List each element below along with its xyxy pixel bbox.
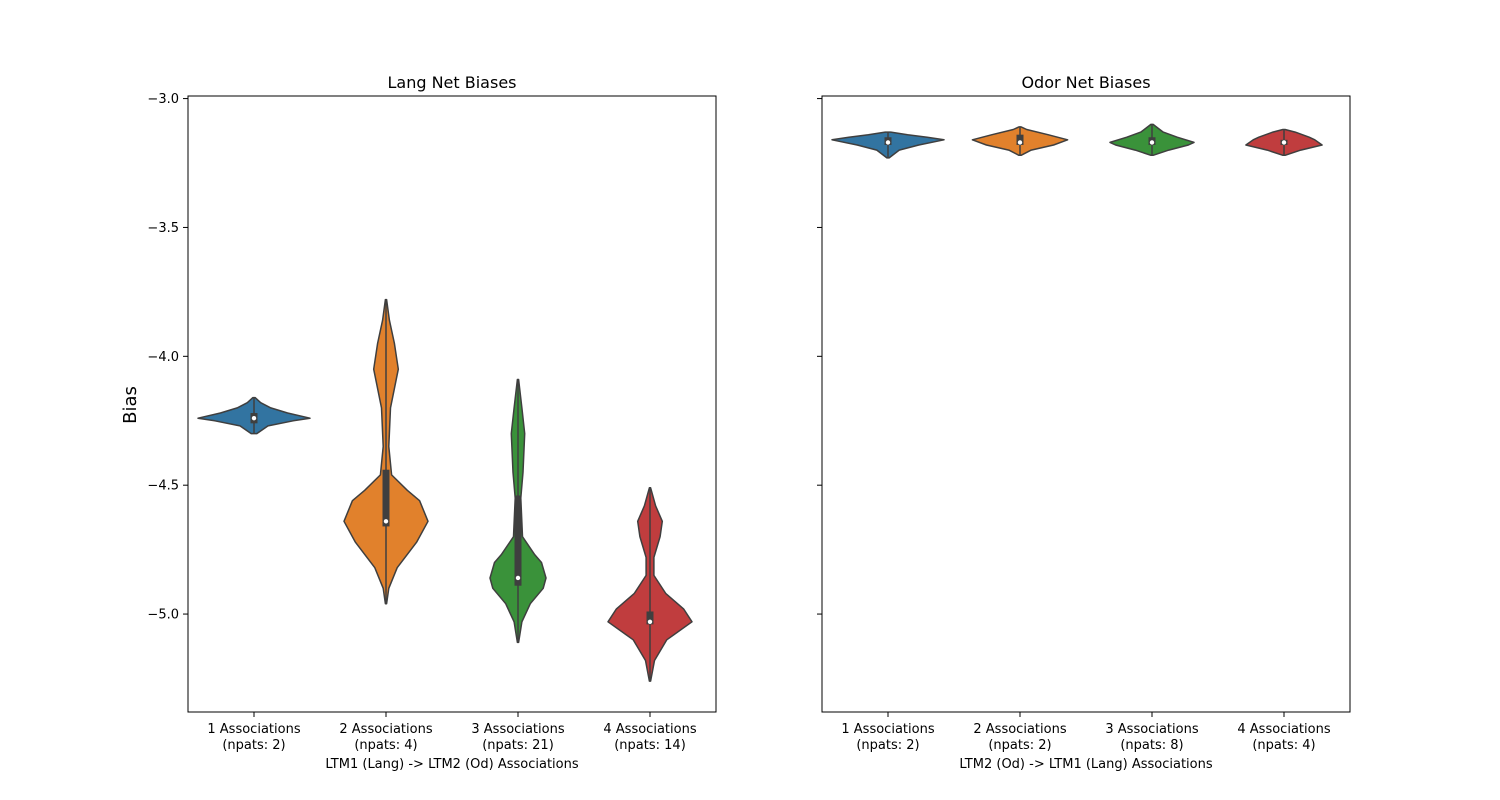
axes-frame	[821, 95, 1351, 713]
violin-iqr-box	[646, 611, 654, 625]
y-tick-label: −4.0	[147, 350, 179, 365]
x-tick-label-line: (npats: 2)	[988, 738, 1051, 753]
violin-median-dot	[1017, 140, 1023, 145]
x-axis-label: LTM1 (Lang) -> LTM2 (Od) Associations	[325, 757, 578, 772]
x-axis-label: LTM2 (Od) -> LTM1 (Lang) Associations	[959, 757, 1212, 772]
x-tick-label-line: (npats: 8)	[1120, 738, 1183, 753]
violin-median-dot	[647, 619, 653, 624]
x-tick-label-line: (npats: 14)	[614, 738, 686, 753]
odor-net-biases-panel: Odor Net Biases LTM2 (Od) -> LTM1 (Lang)…	[817, 73, 1351, 772]
x-tick-label-line: 1 Associations	[207, 722, 300, 737]
x-tick-label-line: 4 Associations	[1237, 722, 1330, 737]
y-tick-label: −3.0	[147, 92, 179, 107]
x-tick-label-line: 4 Associations	[603, 722, 696, 737]
y-tick-label: −3.5	[147, 221, 179, 236]
x-tick-label-line: (npats: 21)	[482, 738, 554, 753]
y-axis-label: Bias	[120, 386, 141, 424]
x-tick-label: 2 Associations (npats: 2)	[973, 722, 1066, 753]
x-tick-label-line: 3 Associations	[471, 722, 564, 737]
x-tick-label-line: 1 Associations	[841, 722, 934, 737]
violin-iqr-box	[1016, 134, 1024, 145]
violin-median-dot	[515, 575, 521, 581]
violin-median-dot	[1149, 140, 1155, 145]
panel-title: Lang Net Biases	[387, 73, 516, 92]
x-tick-label-line: 2 Associations	[973, 722, 1066, 737]
violin-median-dot	[885, 140, 891, 145]
x-tick-label: 1 Associations (npats: 2)	[207, 722, 300, 753]
x-tick-label: 2 Associations (npats: 4)	[339, 722, 432, 753]
x-tick-label-line: 2 Associations	[339, 722, 432, 737]
x-tick-label-line: (npats: 4)	[1252, 738, 1315, 753]
x-tick-label-line: (npats: 2)	[856, 738, 919, 753]
violin-iqr-box	[514, 495, 522, 586]
axes-frame	[187, 95, 717, 713]
x-tick-label-line: (npats: 4)	[354, 738, 417, 753]
x-tick-label: 4 Associations (npats: 14)	[603, 722, 696, 753]
panel-title: Odor Net Biases	[1021, 73, 1150, 92]
x-tick-label: 4 Associations (npats: 4)	[1237, 722, 1330, 753]
x-tick-label-line: (npats: 2)	[222, 738, 285, 753]
x-tick-label-line: 3 Associations	[1105, 722, 1198, 737]
violin-median-dot	[251, 415, 257, 421]
violin-median-dot	[383, 519, 389, 524]
y-tick-label: −5.0	[147, 608, 179, 623]
lang-net-biases-panel: Lang Net Biases Bias LTM1 (Lang) -> LTM2…	[120, 73, 717, 772]
x-tick-label: 3 Associations (npats: 21)	[471, 722, 564, 753]
violin-median-dot	[1281, 140, 1287, 145]
y-tick-label: −4.5	[147, 479, 179, 494]
x-tick-label: 3 Associations (npats: 8)	[1105, 722, 1198, 753]
x-tick-label: 1 Associations (npats: 2)	[841, 722, 934, 753]
violin-iqr-box	[382, 469, 390, 527]
